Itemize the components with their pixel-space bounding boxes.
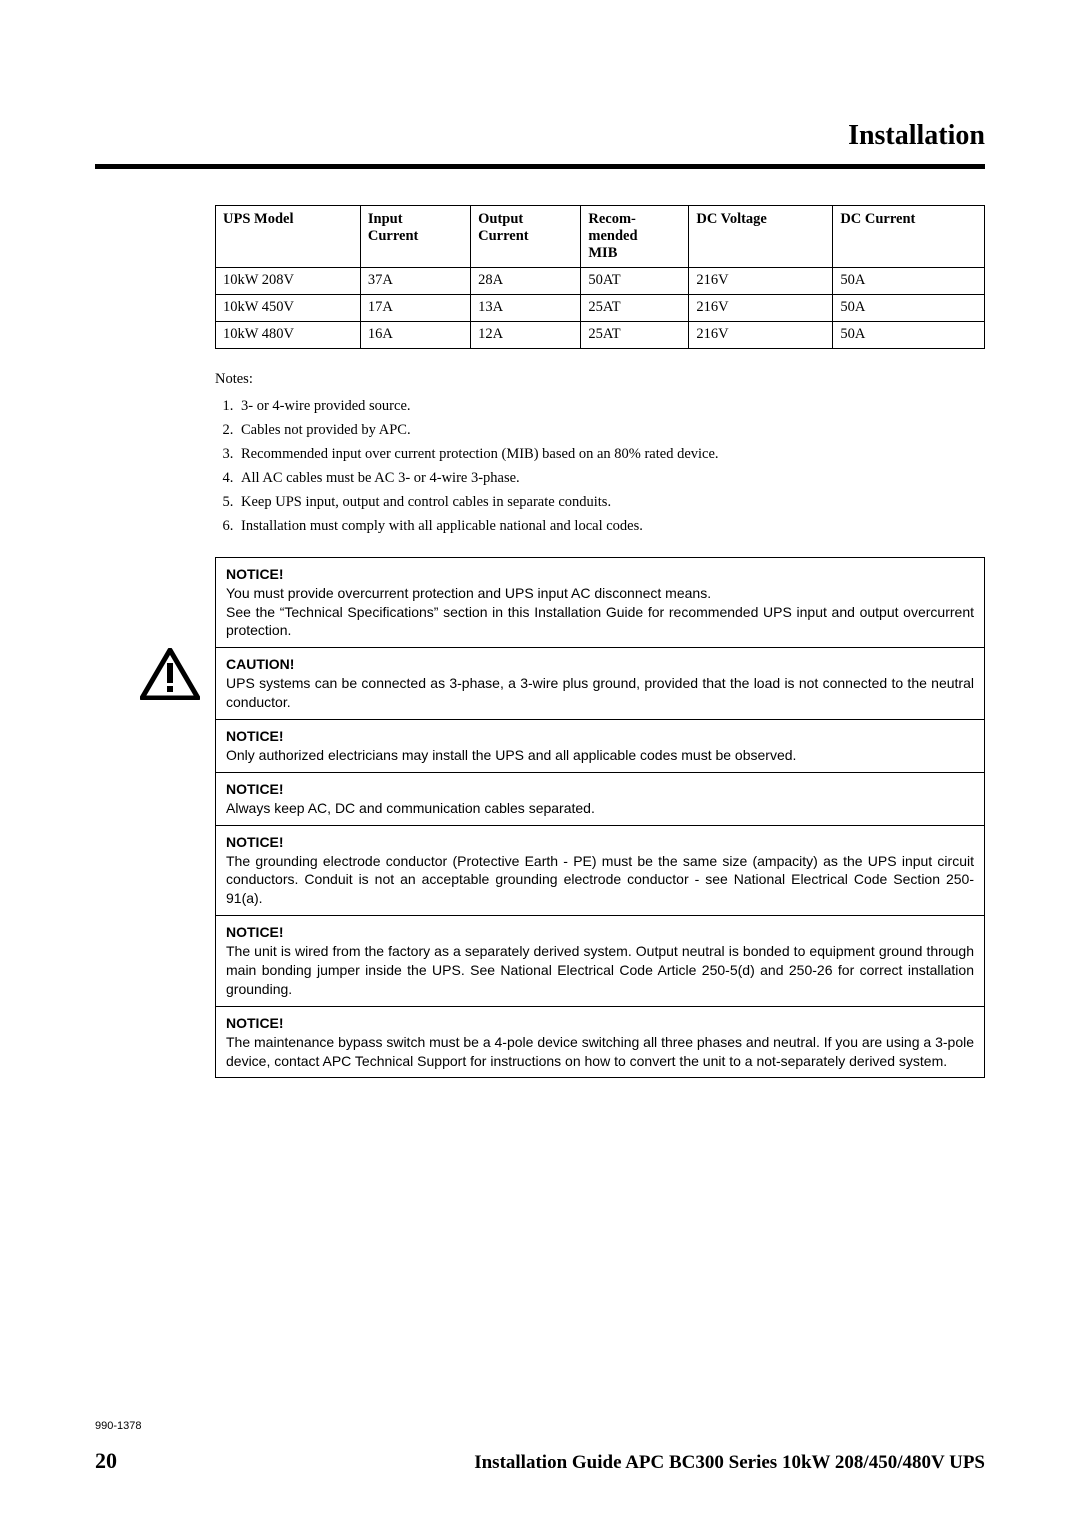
table-cell: 17A — [360, 294, 470, 321]
spec-table: UPS Model InputCurrent OutputCurrent Rec… — [215, 205, 985, 349]
notes-label: Notes: — [215, 371, 985, 388]
table-row: 10kW 208V37A28A50AT216V50A — [216, 268, 985, 295]
table-cell: 216V — [689, 294, 833, 321]
table-cell: 16A — [360, 321, 470, 348]
table-row: 10kW 450V17A13A25AT216V50A — [216, 294, 985, 321]
notice-cell: NOTICE!You must provide overcurrent prot… — [216, 557, 985, 648]
notice-row: NOTICE!The maintenance bypass switch mus… — [216, 1006, 985, 1078]
doc-code: 990-1378 — [95, 1420, 142, 1432]
table-cell: 50A — [833, 294, 985, 321]
table-cell: 13A — [471, 294, 581, 321]
title-rule — [95, 164, 985, 169]
notice-header: NOTICE! — [226, 1014, 974, 1033]
table-cell: 10kW 450V — [216, 294, 361, 321]
notice-text: Always keep AC, DC and communication cab… — [226, 799, 974, 818]
th-input-current: InputCurrent — [360, 206, 470, 268]
notice-text: You must provide overcurrent protection … — [226, 584, 974, 641]
table-cell: 216V — [689, 268, 833, 295]
notice-header: NOTICE! — [226, 833, 974, 852]
notice-row: CAUTION!UPS systems can be connected as … — [216, 648, 985, 720]
th-dc-voltage: DC Voltage — [689, 206, 833, 268]
th-recommended-mib: Recom-mendedMIB — [581, 206, 689, 268]
notes-list: 3- or 4-wire provided source. Cables not … — [237, 398, 985, 535]
notes-item: Installation must comply with all applic… — [237, 518, 985, 535]
notice-header: NOTICE! — [226, 727, 974, 746]
notes-item: Recommended input over current protectio… — [237, 446, 985, 463]
notice-header: NOTICE! — [226, 565, 974, 584]
table-cell: 10kW 208V — [216, 268, 361, 295]
notice-text: The grounding electrode conductor (Prote… — [226, 852, 974, 909]
table-cell: 50A — [833, 268, 985, 295]
notice-row: NOTICE!Always keep AC, DC and communicat… — [216, 772, 985, 825]
table-cell: 10kW 480V — [216, 321, 361, 348]
table-cell: 37A — [360, 268, 470, 295]
notice-row: NOTICE!The grounding electrode conductor… — [216, 825, 985, 916]
table-cell: 25AT — [581, 321, 689, 348]
notice-text: The unit is wired from the factory as a … — [226, 942, 974, 999]
th-ups-model: UPS Model — [216, 206, 361, 268]
table-cell: 216V — [689, 321, 833, 348]
notice-row: NOTICE!Only authorized electricians may … — [216, 720, 985, 773]
notice-cell: CAUTION!UPS systems can be connected as … — [216, 648, 985, 720]
table-cell: 28A — [471, 268, 581, 295]
caution-header: CAUTION! — [226, 655, 974, 674]
notice-header: NOTICE! — [226, 780, 974, 799]
notice-cell: NOTICE!Always keep AC, DC and communicat… — [216, 772, 985, 825]
th-output-current: OutputCurrent — [471, 206, 581, 268]
table-row: 10kW 480V16A12A25AT216V50A — [216, 321, 985, 348]
notes-item: All AC cables must be AC 3- or 4-wire 3-… — [237, 470, 985, 487]
warning-icon — [140, 648, 200, 708]
notice-row: NOTICE!You must provide overcurrent prot… — [216, 557, 985, 648]
notice-table: NOTICE!You must provide overcurrent prot… — [215, 557, 985, 1079]
table-cell: 50AT — [581, 268, 689, 295]
notice-text: Only authorized electricians may install… — [226, 746, 974, 765]
notes-item: Keep UPS input, output and control cable… — [237, 494, 985, 511]
notes-item: 3- or 4-wire provided source. — [237, 398, 985, 415]
notes-item: Cables not provided by APC. — [237, 422, 985, 439]
notice-header: NOTICE! — [226, 923, 974, 942]
notice-text: UPS systems can be connected as 3-phase,… — [226, 674, 974, 712]
notice-cell: NOTICE!Only authorized electricians may … — [216, 720, 985, 773]
notice-cell: NOTICE!The maintenance bypass switch mus… — [216, 1006, 985, 1078]
table-cell: 25AT — [581, 294, 689, 321]
notice-cell: NOTICE!The unit is wired from the factor… — [216, 916, 985, 1007]
section-title: Installation — [95, 120, 985, 152]
footer-title: Installation Guide APC BC300 Series 10kW… — [474, 1452, 985, 1474]
page-footer: 20 Installation Guide APC BC300 Series 1… — [95, 1448, 985, 1474]
notice-cell: NOTICE!The grounding electrode conductor… — [216, 825, 985, 916]
page-number: 20 — [95, 1448, 117, 1474]
table-cell: 50A — [833, 321, 985, 348]
notice-text: The maintenance bypass switch must be a … — [226, 1033, 974, 1071]
notice-row: NOTICE!The unit is wired from the factor… — [216, 916, 985, 1007]
table-cell: 12A — [471, 321, 581, 348]
th-dc-current: DC Current — [833, 206, 985, 268]
